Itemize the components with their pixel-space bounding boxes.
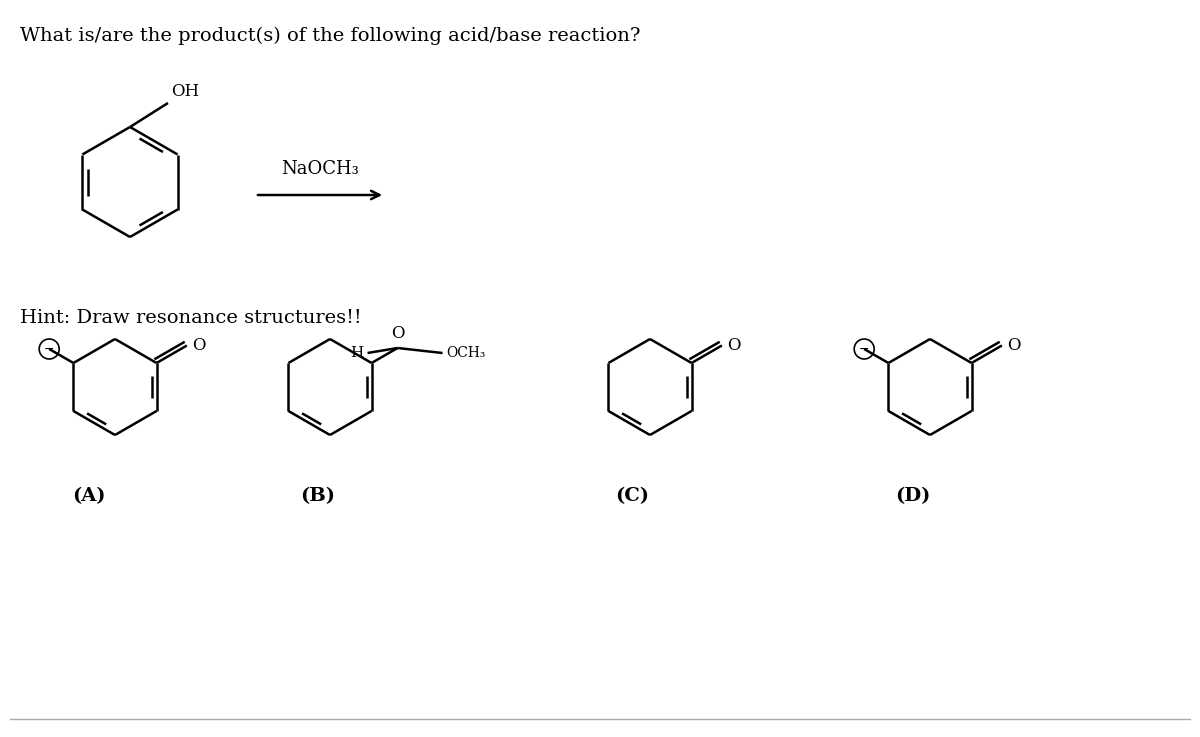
Text: (A): (A) <box>72 487 106 505</box>
Text: −: − <box>859 343 870 355</box>
Text: −: − <box>44 343 54 355</box>
Text: O: O <box>192 337 205 354</box>
Text: OCH₃: OCH₃ <box>446 346 486 360</box>
Text: O: O <box>391 325 404 342</box>
Text: NaOCH₃: NaOCH₃ <box>281 160 359 178</box>
Text: (B): (B) <box>300 487 335 505</box>
Text: What is/are the product(s) of the following acid/base reaction?: What is/are the product(s) of the follow… <box>20 27 641 45</box>
Text: Hint: Draw resonance structures!!: Hint: Draw resonance structures!! <box>20 309 361 327</box>
Text: H: H <box>350 346 364 360</box>
Text: O: O <box>727 337 740 354</box>
Text: O: O <box>1007 337 1020 354</box>
Text: OH: OH <box>172 83 199 100</box>
Text: (D): (D) <box>895 487 930 505</box>
Text: (C): (C) <box>616 487 649 505</box>
